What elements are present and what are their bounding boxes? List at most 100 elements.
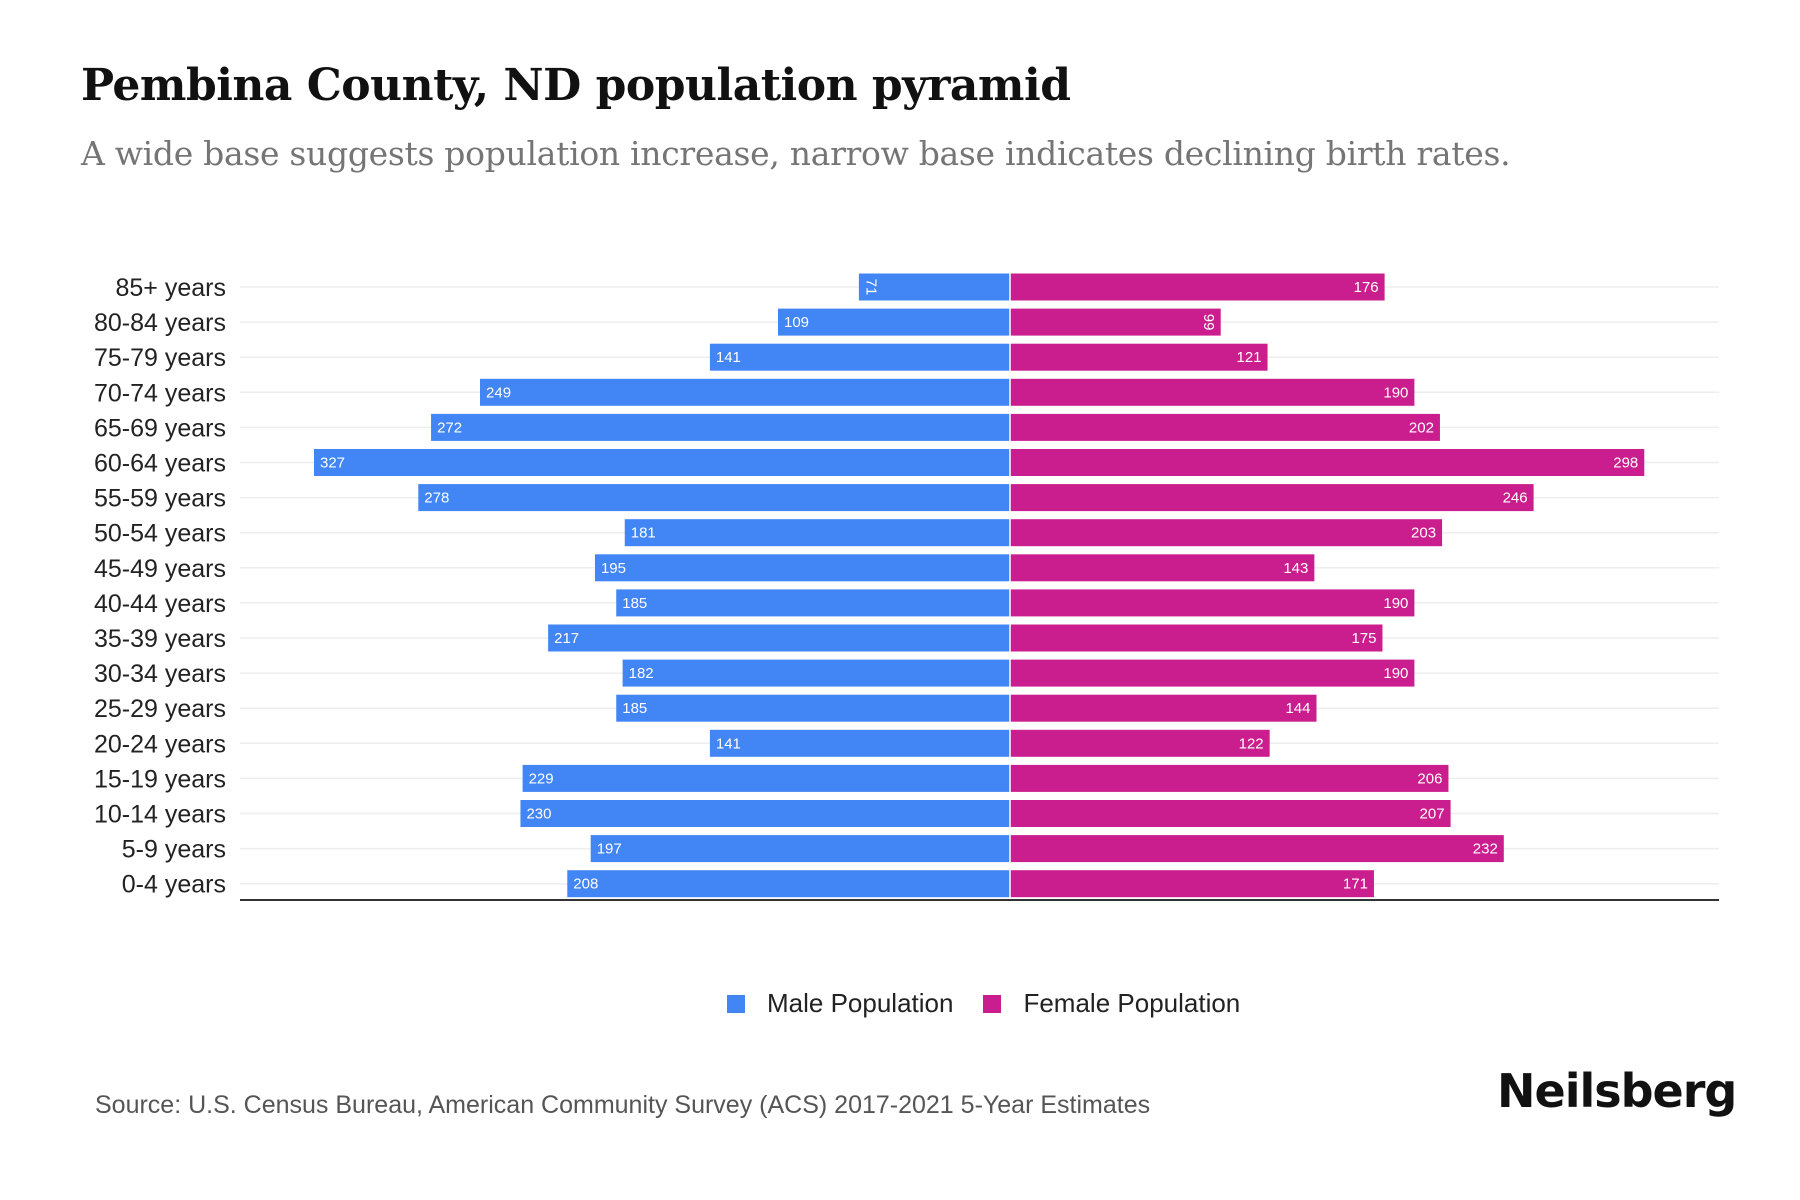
bar-female[interactable] (1010, 835, 1504, 863)
bar-male[interactable] (709, 729, 1010, 757)
value-label-male: 327 (320, 455, 345, 472)
bar-male[interactable] (431, 413, 1010, 441)
bar-female[interactable] (1010, 800, 1451, 827)
value-label-male: 208 (573, 876, 598, 893)
bar-female[interactable] (1010, 449, 1645, 476)
gridlines (240, 286, 1719, 885)
value-label-female: 202 (1409, 419, 1434, 436)
legend-label-female: Female Population (1023, 988, 1241, 1018)
category-label: 0-4 years (122, 871, 226, 899)
value-label-female: 121 (1237, 349, 1262, 366)
category-label: 45-49 years (94, 555, 226, 583)
bar-female[interactable] (1010, 659, 1415, 687)
bar-female[interactable] (1010, 273, 1385, 301)
source-note: Source: U.S. Census Bureau, American Com… (95, 1091, 1151, 1119)
value-label-male: 185 (622, 700, 647, 717)
category-label: 5-9 years (122, 836, 226, 864)
value-label-male: 272 (437, 419, 462, 436)
bar-male[interactable] (616, 589, 1010, 617)
bar-female[interactable] (1010, 624, 1383, 652)
legend-item-male[interactable]: Male Population (727, 988, 953, 1019)
category-label: 60-64 years (94, 450, 226, 478)
value-label-female: 206 (1417, 770, 1442, 787)
value-label-male: 230 (526, 806, 551, 823)
legend-label-male: Male Population (767, 988, 954, 1018)
value-label-female: 190 (1383, 595, 1408, 612)
bar-female[interactable] (1010, 554, 1315, 582)
bar-female[interactable] (1010, 413, 1440, 441)
value-label-male: 141 (716, 735, 741, 752)
value-label-female: 175 (1351, 630, 1376, 647)
bar-male[interactable] (567, 870, 1010, 898)
bar-male[interactable] (594, 554, 1010, 582)
category-label: 25-29 years (94, 695, 226, 723)
brand-logo: Neilsberg (1497, 1064, 1737, 1118)
value-label-female: 246 (1503, 490, 1528, 507)
value-label-female: 144 (1285, 700, 1310, 717)
value-label-male: 71 (862, 279, 879, 296)
value-label-female: 232 (1473, 841, 1498, 858)
legend-swatch-female (983, 994, 1002, 1013)
category-label: 30-34 years (94, 660, 226, 688)
value-label-male: 185 (622, 595, 647, 612)
category-label: 20-24 years (94, 730, 226, 758)
value-label-male: 249 (486, 384, 511, 401)
bar-male[interactable] (520, 800, 1010, 827)
bar-female[interactable] (1010, 308, 1221, 336)
category-label: 75-79 years (94, 344, 226, 372)
category-label: 55-59 years (94, 485, 226, 513)
category-label: 40-44 years (94, 590, 226, 618)
bar-male[interactable] (622, 659, 1010, 687)
bar-male[interactable] (522, 764, 1010, 792)
bar-male[interactable] (548, 624, 1010, 652)
value-label-male: 278 (424, 490, 449, 507)
value-labels: 71 176 109 99 141 121 249 190 272 202 327 298 278 246… (320, 279, 1638, 893)
value-label-male: 195 (601, 560, 626, 577)
chart-subtitle: A wide base suggests population increase… (81, 134, 1511, 173)
value-label-female: 298 (1613, 455, 1638, 472)
bar-male[interactable] (418, 484, 1010, 512)
bar-male[interactable] (858, 273, 1010, 301)
bar-male[interactable] (709, 343, 1010, 371)
value-label-female: 171 (1343, 876, 1368, 893)
legend-swatch-male (727, 994, 745, 1013)
bar-male[interactable] (314, 449, 1010, 476)
bar-male[interactable] (778, 308, 1010, 336)
category-label: 15-19 years (94, 765, 226, 793)
value-label-female: 190 (1383, 384, 1408, 401)
legend: Male Population Female Population (727, 988, 1270, 1019)
value-label-male: 229 (529, 770, 554, 787)
bar-male[interactable] (590, 835, 1010, 863)
category-label: 10-14 years (94, 801, 226, 829)
value-label-male: 182 (629, 665, 654, 682)
value-label-male: 217 (554, 630, 579, 647)
bar-male[interactable] (624, 519, 1010, 547)
value-label-female: 190 (1383, 665, 1408, 682)
value-label-female: 122 (1239, 735, 1264, 752)
value-label-male: 109 (784, 314, 809, 331)
value-label-female: 176 (1354, 279, 1379, 296)
category-label: 80-84 years (94, 309, 226, 337)
bar-female[interactable] (1010, 519, 1443, 547)
category-label: 35-39 years (94, 625, 226, 653)
category-label: 65-69 years (94, 414, 226, 442)
value-label-female: 203 (1411, 525, 1436, 542)
bar-female[interactable] (1010, 764, 1449, 792)
value-label-female: 207 (1420, 806, 1445, 823)
category-label: 50-54 years (94, 520, 226, 548)
bar-female[interactable] (1010, 484, 1534, 512)
bar-male[interactable] (616, 694, 1010, 722)
chart-title: Pembina County, ND population pyramid (81, 60, 1071, 111)
value-label-male: 181 (631, 525, 656, 542)
bar-female[interactable] (1010, 729, 1270, 757)
category-labels: 85+ years 80-84 years 75-79 years 70-74 yea… (94, 274, 226, 899)
legend-item-female[interactable]: Female Population (983, 988, 1240, 1019)
bar-female[interactable] (1010, 694, 1317, 722)
value-label-male: 141 (716, 349, 741, 366)
bar-male[interactable] (480, 378, 1011, 406)
bar-female[interactable] (1010, 589, 1415, 617)
bar-female[interactable] (1010, 378, 1415, 406)
bar-female[interactable] (1010, 343, 1268, 371)
bar-female[interactable] (1010, 870, 1374, 898)
